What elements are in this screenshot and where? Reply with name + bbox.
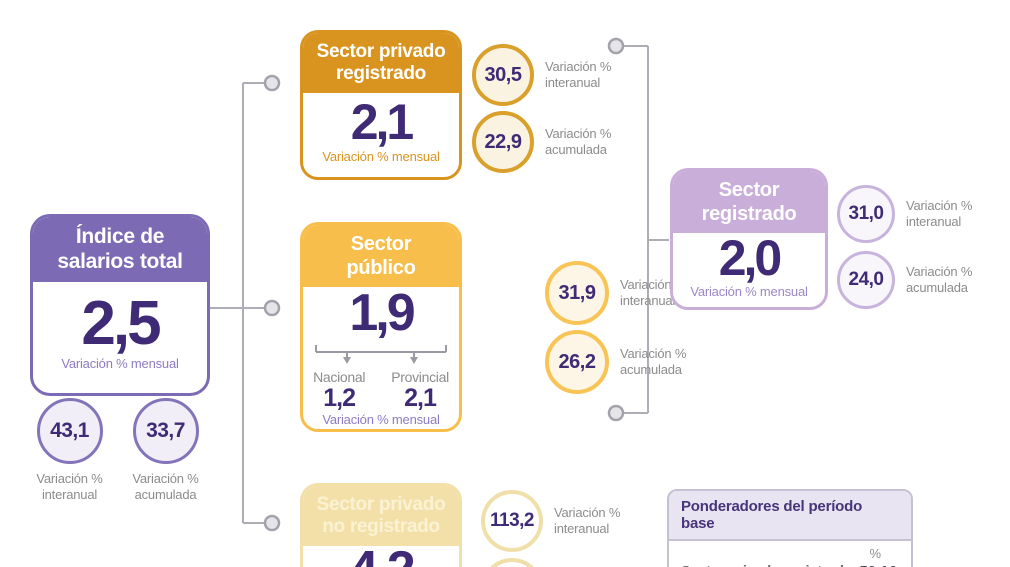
registrado-monthly-value: 2,0	[718, 230, 782, 287]
privado-registrado-interannual-value: 30,5	[472, 44, 534, 106]
card-title: Sector registrado	[673, 171, 825, 234]
card-sector-registrado: Sector registrado 2,0 Variación % mensua…	[670, 168, 828, 310]
no-registrado-interannual-stat: 113,2 Variación % interanual	[481, 490, 620, 552]
total-accumulated-label: Variación % acumulada	[132, 471, 199, 503]
provincial-value: 2,1	[404, 383, 437, 412]
card-title: Sector privado no registrado	[303, 486, 459, 546]
privado-registrado-interannual-label: Variación % interanual	[545, 58, 612, 90]
publico-nacional: Nacional 1,2	[313, 369, 365, 411]
provincial-label: Provincial	[391, 368, 449, 385]
total-interannual-label: Variación % interanual	[36, 471, 103, 503]
no-registrado-interannual-value: 113,2	[481, 490, 543, 552]
publico-monthly-label: Variación % mensual	[322, 411, 440, 427]
total-accumulated-stat: 33,7 Variación % acumulada	[118, 398, 213, 504]
privado-registrado-interannual-stat: 30,5 Variación % interanual	[472, 44, 611, 106]
privado-registrado-accumulated-label: Variación % acumulada	[545, 125, 612, 157]
table-title: Ponderadores del período base	[669, 491, 911, 541]
table-row-value: 50,16	[859, 563, 897, 567]
publico-accumulated-label: Variación % acumulada	[620, 345, 687, 377]
registrado-accumulated-stat: 24,0 Variación % acumulada	[837, 251, 972, 309]
registrado-monthly-label: Variación % mensual	[690, 283, 808, 299]
card-title: Índice de salarios total	[33, 217, 207, 282]
card-sector-privado-registrado: Sector privado registrado 2,1 Variación …	[300, 30, 462, 180]
card-indice-salarios-total: Índice de salarios total 2,5 Variación %…	[30, 214, 210, 396]
table-row-label: Sector privado registrado	[681, 564, 853, 567]
total-monthly-value: 2,5	[81, 289, 161, 359]
card-title: Sector privado registrado	[303, 33, 459, 93]
privado-registrado-monthly-value: 2,1	[350, 94, 414, 151]
publico-interannual-value: 31,9	[545, 261, 609, 325]
no-registrado-monthly-value: 4,2	[349, 544, 415, 567]
breakdown-bracket	[315, 344, 447, 364]
ponderadores-table: Ponderadores del período base % Sector p…	[667, 489, 913, 567]
card-title: Sector público	[303, 225, 459, 288]
registrado-accumulated-value: 24,0	[837, 251, 895, 309]
privado-registrado-accumulated-stat: 22,9 Variación % acumulada	[472, 111, 611, 173]
publico-provincial: Provincial 2,1	[391, 369, 449, 411]
publico-accumulated-stat: 26,2 Variación % acumulada	[545, 330, 686, 394]
publico-interannual-stat: 31,9 Variación % interanual	[545, 261, 686, 325]
table-row: Sector privado registrado 50,16	[669, 561, 911, 567]
total-accumulated-value: 33,7	[132, 398, 199, 464]
no-registrado-interannual-label: Variación % interanual	[554, 504, 621, 536]
publico-breakdown: Nacional 1,2 Provincial 2,1	[313, 369, 449, 411]
privado-registrado-monthly-label: Variación % mensual	[322, 148, 440, 164]
total-monthly-label: Variación % mensual	[61, 356, 179, 372]
nacional-label: Nacional	[313, 368, 366, 385]
publico-accumulated-value: 26,2	[545, 330, 609, 394]
table-unit-header: %	[869, 546, 881, 561]
privado-registrado-accumulated-value: 22,9	[472, 111, 534, 173]
card-sector-publico: Sector público 1,9 Nacional 1,2 Provinci…	[300, 222, 462, 432]
registrado-accumulated-label: Variación % acumulada	[906, 263, 973, 295]
registrado-interannual-stat: 31,0 Variación % interanual	[837, 185, 972, 243]
registrado-interannual-label: Variación % interanual	[906, 197, 973, 229]
nacional-value: 1,2	[323, 383, 356, 412]
publico-monthly-value: 1,9	[349, 284, 415, 343]
total-interannual-value: 43,1	[36, 398, 103, 464]
registrado-interannual-value: 31,0	[837, 185, 895, 243]
card-sector-privado-no-registrado: Sector privado no registrado 4,2	[300, 483, 462, 567]
total-interannual-stat: 43,1 Variación % interanual	[22, 398, 117, 504]
